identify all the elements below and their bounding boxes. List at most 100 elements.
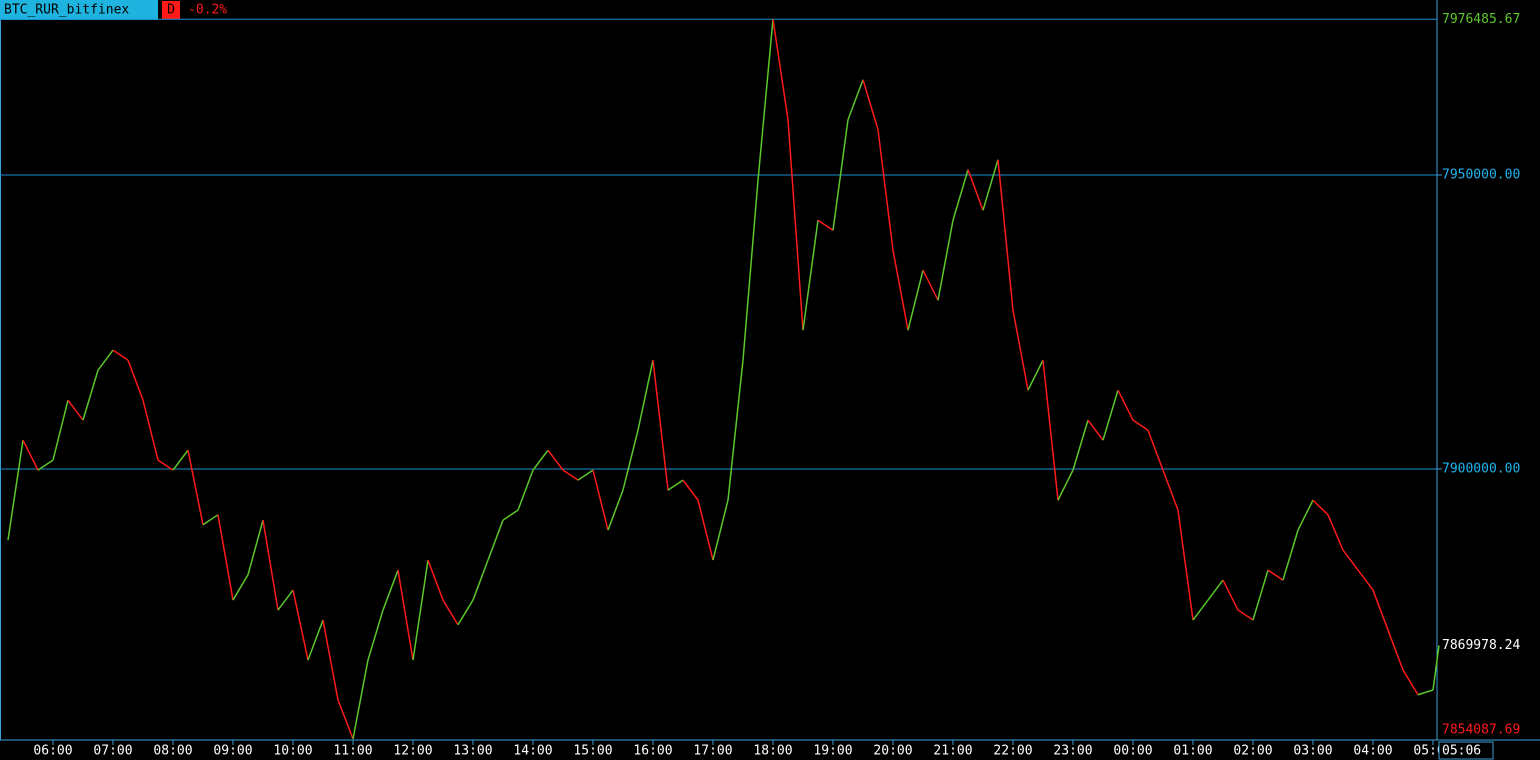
price-segment: [1102, 389, 1119, 441]
price-segment: [1027, 359, 1044, 391]
price-segment: [622, 429, 639, 491]
price-segment: [907, 270, 924, 331]
price-segment: [442, 599, 459, 626]
price-segment: [787, 119, 804, 331]
x-tick-label: 10:00: [273, 744, 312, 759]
price-segment: [82, 369, 99, 421]
price-segment: [1357, 569, 1374, 591]
price-segment: [592, 469, 609, 531]
price-segment: [7, 440, 24, 541]
price-segment: [1252, 569, 1269, 621]
x-tick-label: 17:00: [693, 744, 732, 759]
price-segment: [337, 699, 354, 740]
x-tick-label: 09:00: [213, 744, 252, 759]
x-tick-label: 19:00: [813, 744, 852, 759]
price-segment: [1012, 310, 1029, 391]
price-segment: [532, 449, 549, 471]
x-tick-label: 07:00: [93, 744, 132, 759]
price-segment: [682, 479, 699, 501]
price-segment: [1147, 429, 1164, 471]
price-segment: [1267, 569, 1284, 581]
price-segment: [757, 19, 774, 181]
price-segment: [1162, 469, 1179, 511]
price-segment: [1177, 510, 1194, 621]
price-segment: [1117, 389, 1134, 421]
high-label: 7976485.67: [1442, 12, 1520, 27]
timeframe-box: [162, 1, 180, 19]
last-price-label: 7869978.24: [1442, 638, 1520, 653]
price-segment: [202, 514, 219, 526]
price-segment: [1387, 629, 1404, 671]
price-segment: [577, 469, 594, 481]
price-segment: [607, 489, 624, 531]
price-segment: [487, 519, 504, 561]
price-segment: [1072, 419, 1089, 471]
price-segment: [1057, 469, 1074, 501]
price-segment: [382, 569, 399, 611]
price-segment: [1342, 549, 1359, 571]
price-segment: [1282, 529, 1299, 581]
price-segment: [37, 459, 54, 471]
symbol-box: [0, 0, 158, 20]
y-tick-label: 7950000.00: [1442, 167, 1520, 182]
x-tick-label: 11:00: [333, 744, 372, 759]
price-segment: [172, 449, 189, 471]
x-tick-label: 04:00: [1353, 744, 1392, 759]
x-tick-label: 18:00: [753, 744, 792, 759]
price-segment: [112, 349, 129, 361]
change: -0.2%: [188, 3, 227, 18]
price-segment: [1312, 499, 1329, 516]
timeframe: D: [167, 3, 175, 18]
y-tick-label: 7900000.00: [1442, 461, 1520, 476]
price-segment: [667, 479, 684, 491]
price-segment: [1087, 419, 1104, 441]
price-segment: [742, 180, 759, 361]
price-segment: [1327, 514, 1344, 551]
price-segment: [127, 359, 144, 401]
price-segment: [997, 159, 1014, 311]
price-segment: [1297, 499, 1314, 531]
price-segment: [322, 619, 339, 701]
price-segment: [427, 559, 444, 601]
low-label: 7854087.69: [1442, 723, 1520, 738]
price-segment: [547, 449, 564, 471]
price-segment: [292, 589, 309, 661]
price-segment: [262, 519, 279, 611]
price-segment: [1402, 669, 1419, 696]
price-segment: [847, 79, 864, 120]
x-tick-label: 16:00: [633, 744, 672, 759]
price-segment: [247, 519, 264, 575]
price-segment: [142, 399, 159, 461]
price-segment: [472, 559, 489, 601]
price-segment: [22, 439, 39, 471]
price-segment: [307, 619, 324, 661]
price-segment: [862, 79, 879, 130]
price-segment: [1042, 360, 1059, 501]
x-tick-label: 20:00: [873, 744, 912, 759]
x-tick-label: 15:00: [573, 744, 612, 759]
price-segment: [187, 449, 204, 525]
price-segment: [277, 589, 294, 611]
price-segment: [937, 220, 954, 301]
price-segment: [517, 469, 534, 511]
price-segment: [1207, 579, 1224, 601]
price-segment: [97, 349, 114, 371]
price-segment: [832, 119, 849, 231]
price-segment: [967, 169, 984, 211]
price-segment: [232, 574, 249, 601]
price-segment: [52, 399, 69, 461]
price-segment: [502, 509, 519, 521]
price-segment: [1222, 579, 1239, 611]
price-segment: [1432, 645, 1440, 691]
last-time-label: 05:06: [1442, 744, 1481, 759]
price-segment: [922, 269, 939, 301]
price-segment: [67, 399, 84, 421]
x-tick-label: 08:00: [153, 744, 192, 759]
price-segment: [697, 499, 714, 561]
price-segment: [397, 569, 414, 661]
price-segment: [1417, 689, 1434, 696]
x-tick-label: 06:00: [33, 744, 72, 759]
x-tick-label: 23:00: [1053, 744, 1092, 759]
